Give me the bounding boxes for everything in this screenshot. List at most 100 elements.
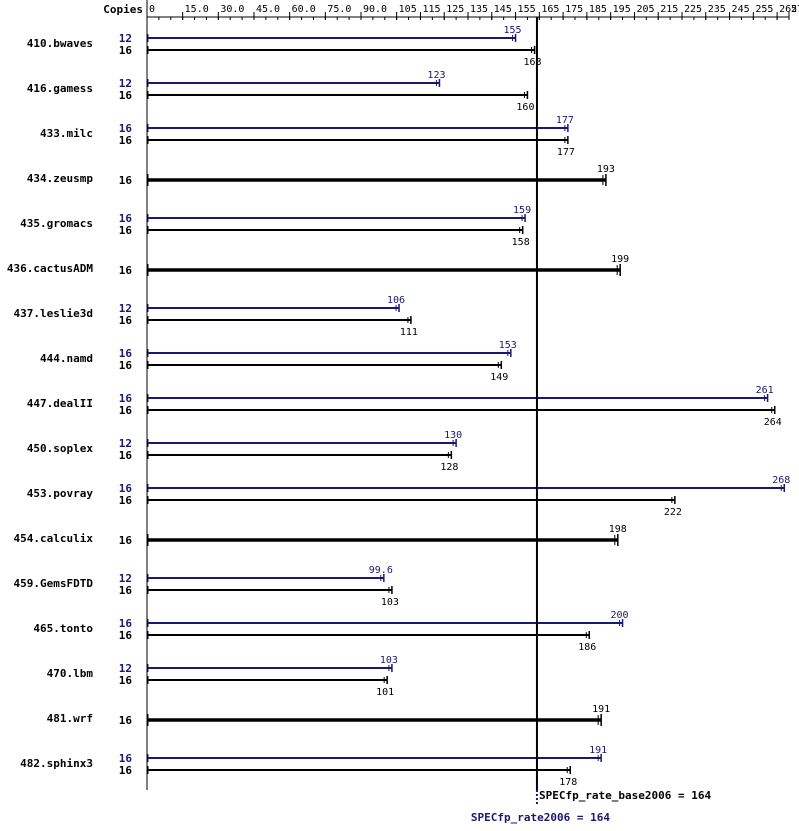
x-tick-label: 125 <box>446 4 464 15</box>
base-value-label: 163 <box>524 57 542 68</box>
x-tick-label: 155 <box>518 4 536 15</box>
base-copies-label: 16 <box>119 449 133 462</box>
x-tick-label: 265 <box>779 4 797 15</box>
peak-value-label: 200 <box>611 610 629 621</box>
x-tick-label: 185 <box>589 4 607 15</box>
base-value-label: 103 <box>381 597 399 608</box>
base-copies-label: 16 <box>119 584 133 597</box>
base-copies-label: 16 <box>119 629 133 642</box>
peak-value-label: 191 <box>589 745 607 756</box>
benchmark-name: 453.povray <box>27 487 94 500</box>
peak-value-label: 99.6 <box>369 565 393 576</box>
x-tick-label: 255 <box>755 4 773 15</box>
peak-reference-label: SPECfp_rate2006 = 164 <box>471 811 610 824</box>
benchmark-name: 444.namd <box>40 352 93 365</box>
base-value-label: 128 <box>440 462 458 473</box>
base-value-label: 158 <box>512 237 530 248</box>
reference-lines: SPECfp_rate_base2006 = 164 SPECfp_rate200… <box>471 17 712 824</box>
peak-value-label: 268 <box>772 475 790 486</box>
base-copies-label: 16 <box>119 134 133 147</box>
base-value-label: 177 <box>557 147 575 158</box>
x-tick-label: 225 <box>684 4 702 15</box>
peak-value-label: 130 <box>444 430 462 441</box>
combined-value-label: 193 <box>597 164 615 175</box>
base-value-label: 149 <box>490 372 508 383</box>
benchmark-name: 410.bwaves <box>27 37 93 50</box>
benchmark-name: 470.lbm <box>47 667 94 680</box>
benchmark-row-454.calculix: 454.calculix 16 198 <box>14 524 627 547</box>
base-copies-label: 16 <box>119 494 133 507</box>
peak-copies-label: 12 <box>119 302 132 315</box>
x-tick-label: 90.0 <box>363 4 387 15</box>
benchmark-name: 454.calculix <box>14 532 94 545</box>
base-copies-label: 16 <box>119 404 133 417</box>
x-tick-label: 30.0 <box>220 4 244 15</box>
benchmark-name: 459.GemsFDTD <box>14 577 94 590</box>
base-copies-label: 16 <box>119 314 133 327</box>
peak-copies-label: 16 <box>119 392 133 405</box>
benchmark-name: 436.cactusADM <box>7 262 93 275</box>
x-tick-label: 60.0 <box>292 4 316 15</box>
benchmark-name: 450.soplex <box>27 442 94 455</box>
x-tick-label: 45.0 <box>256 4 280 15</box>
combined-value-label: 199 <box>611 254 629 265</box>
x-tick-label: 245 <box>732 4 750 15</box>
x-tick-label: 195 <box>613 4 631 15</box>
x-tick-label: 235 <box>708 4 726 15</box>
x-tick-label: 15.0 <box>185 4 209 15</box>
base-value-label: 111 <box>400 327 418 338</box>
benchmark-row-436.cactusADM: 436.cactusADM 16 199 <box>7 254 629 277</box>
base-value-label: 101 <box>376 687 394 698</box>
peak-value-label: 106 <box>387 295 405 306</box>
base-copies-label: 16 <box>119 534 133 547</box>
benchmark-name: 482.sphinx3 <box>20 757 93 770</box>
base-copies-label: 16 <box>119 359 133 372</box>
benchmark-row-434.zeusmp: 434.zeusmp 16 193 <box>27 164 615 187</box>
peak-value-label: 103 <box>380 655 398 666</box>
peak-copies-label: 12 <box>119 572 132 585</box>
peak-copies-label: 12 <box>119 32 132 45</box>
x-tick-label: 215 <box>660 4 678 15</box>
benchmark-name: 433.milc <box>40 127 93 140</box>
x-tick-label: 115 <box>422 4 440 15</box>
peak-copies-label: 16 <box>119 122 133 135</box>
x-tick-label: 135 <box>470 4 488 15</box>
copies-header: Copies <box>103 3 143 16</box>
base-copies-label: 16 <box>119 264 133 277</box>
base-value-label: 264 <box>764 417 782 428</box>
peak-copies-label: 16 <box>119 347 133 360</box>
base-copies-label: 16 <box>119 714 133 727</box>
base-reference-label: SPECfp_rate_base2006 = 164 <box>539 789 712 802</box>
peak-copies-label: 12 <box>119 662 132 675</box>
x-tick-label: 165 <box>541 4 559 15</box>
x-tick-label: 175 <box>565 4 583 15</box>
x-tick-label: 0 <box>149 4 155 15</box>
benchmark-name: 481.wrf <box>47 712 93 725</box>
benchmark-name: 437.leslie3d <box>14 307 93 320</box>
combined-value-label: 191 <box>592 704 610 715</box>
base-copies-label: 16 <box>119 44 133 57</box>
base-value-label: 178 <box>559 777 577 788</box>
x-tick-label: 270 <box>791 4 799 15</box>
base-value-label: 160 <box>516 102 534 113</box>
combined-value-label: 198 <box>609 524 627 535</box>
benchmark-name: 465.tonto <box>33 622 93 635</box>
benchmark-name: 447.dealII <box>27 397 93 410</box>
benchmark-name: 435.gromacs <box>20 217 93 230</box>
base-value-label: 186 <box>578 642 596 653</box>
benchmark-name: 434.zeusmp <box>27 172 94 185</box>
base-copies-label: 16 <box>119 674 133 687</box>
